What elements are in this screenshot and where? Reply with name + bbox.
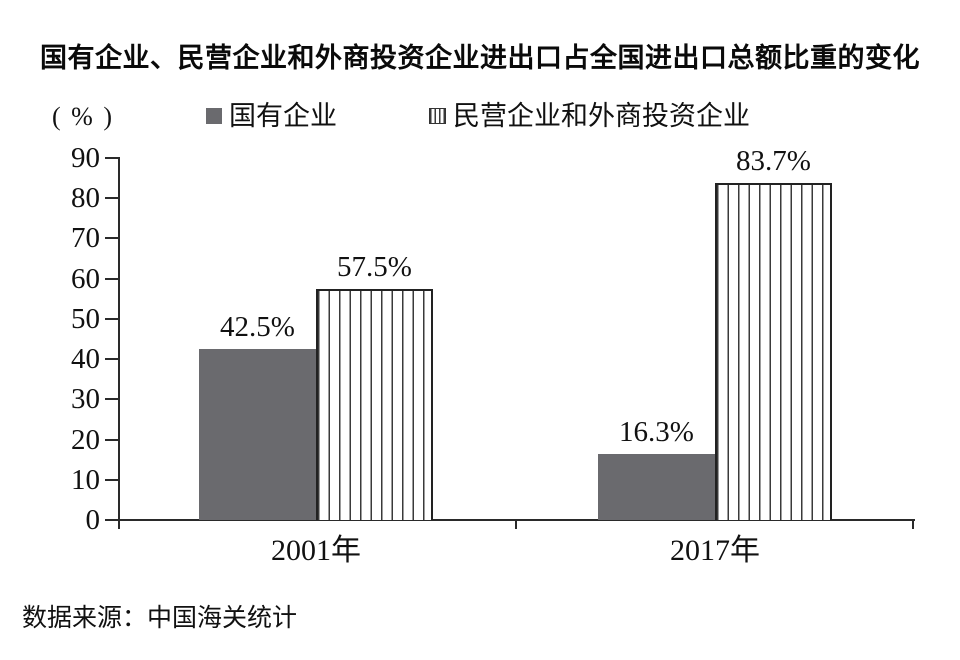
y-axis-tick-label: 60 [71, 262, 100, 295]
bar-value-label: 42.5% [220, 311, 295, 344]
y-axis-tick [105, 237, 118, 240]
y-axis-tick [105, 438, 118, 441]
y-axis-tick-label: 40 [71, 343, 100, 376]
y-axis-tick-label: 70 [71, 222, 100, 255]
y-axis-unit-label: ( % ) [52, 102, 114, 131]
x-category-label: 2017年 [670, 534, 760, 567]
y-axis-tick-label: 0 [85, 504, 101, 536]
legend-label-private-foreign: 民营企业和外商投资企业 [453, 101, 750, 131]
bar-国有企业 [598, 454, 715, 520]
bar-value-label: 83.7% [736, 145, 811, 178]
bar-国有企业 [199, 349, 316, 520]
y-axis-tick [105, 358, 118, 361]
source-note: 数据来源：中国海关统计 [22, 605, 298, 632]
y-axis [118, 157, 120, 529]
y-axis-tick [105, 317, 118, 320]
bar-民营企业和外商投资企业 [715, 183, 832, 520]
x-axis-tick [912, 520, 914, 529]
chart-title: 国有企业、民营企业和外商投资企业进出口占全国进出口总额比重的变化 [40, 43, 920, 73]
y-axis-tick [105, 197, 118, 200]
y-axis-tick [105, 277, 118, 280]
y-axis-tick [105, 398, 118, 401]
x-category-label: 2001年 [271, 534, 361, 567]
bar-民营企业和外商投资企业 [316, 288, 433, 520]
y-axis-tick-label: 20 [71, 423, 100, 456]
legend-label-state-owned: 国有企业 [229, 101, 337, 131]
y-axis-tick-label: 90 [71, 142, 100, 174]
x-axis-tick [514, 520, 517, 529]
y-axis-tick [105, 519, 118, 521]
y-axis-tick-label: 10 [71, 463, 100, 496]
y-axis-tick [105, 157, 118, 159]
bar-value-label: 57.5% [337, 250, 412, 283]
legend-item-private-foreign: 民营企业和外商投资企业 [429, 100, 750, 132]
bar-value-label: 16.3% [619, 416, 694, 449]
legend-swatch-solid-gray-icon [206, 108, 222, 124]
y-axis-tick-label: 30 [71, 383, 100, 416]
y-axis-tick-label: 50 [71, 302, 100, 335]
legend-item-state-owned: 国有企业 [206, 100, 337, 132]
x-axis [118, 519, 915, 521]
legend: 国有企业 民营企业和外商投资企业 [0, 100, 960, 134]
legend-swatch-striped-icon [429, 108, 446, 124]
y-axis-tick-label: 80 [71, 182, 100, 215]
y-axis-tick [105, 478, 118, 481]
